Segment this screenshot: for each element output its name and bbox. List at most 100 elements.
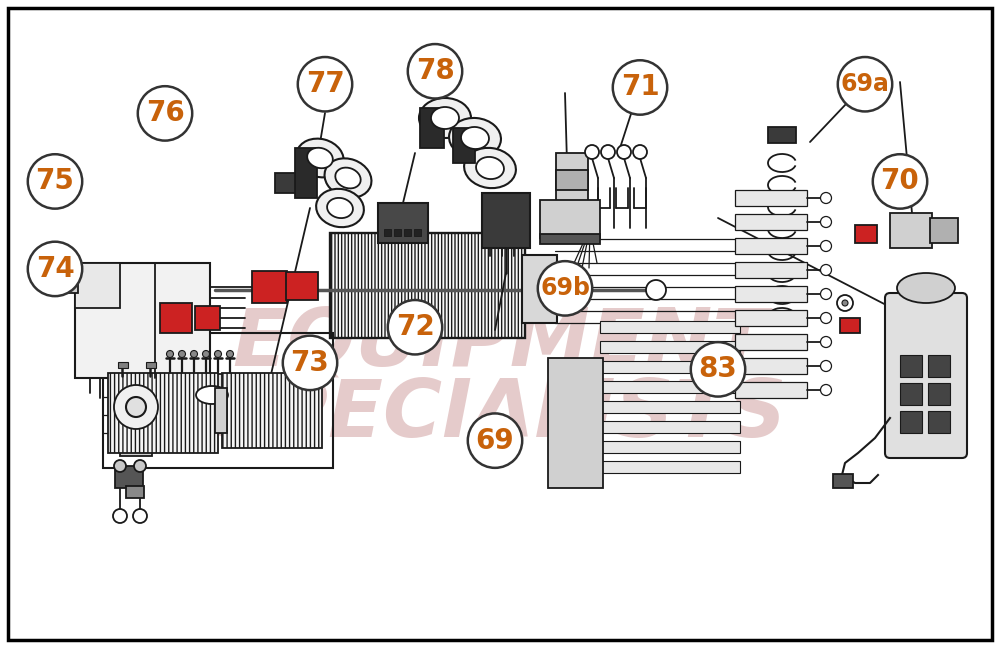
Bar xyxy=(330,233,525,338)
Bar xyxy=(118,362,128,368)
Bar xyxy=(928,383,950,405)
Text: 69b: 69b xyxy=(540,276,590,301)
Bar xyxy=(420,108,444,148)
Ellipse shape xyxy=(461,127,489,149)
Bar xyxy=(735,310,807,326)
Circle shape xyxy=(617,145,631,159)
Ellipse shape xyxy=(307,148,333,168)
Bar xyxy=(600,401,740,413)
Bar xyxy=(600,321,740,333)
Ellipse shape xyxy=(196,386,228,404)
Ellipse shape xyxy=(897,273,955,303)
Text: 75: 75 xyxy=(36,167,74,196)
Bar xyxy=(168,374,256,416)
Bar xyxy=(540,234,600,244)
Bar xyxy=(768,127,796,143)
Bar xyxy=(930,218,958,243)
Bar xyxy=(600,441,740,453)
Bar xyxy=(855,225,877,243)
Bar xyxy=(222,373,322,448)
Bar xyxy=(394,229,401,236)
Circle shape xyxy=(28,242,82,296)
Circle shape xyxy=(178,351,186,358)
Text: 77: 77 xyxy=(306,70,344,98)
Text: 73: 73 xyxy=(291,349,329,377)
Bar xyxy=(252,271,287,303)
Bar xyxy=(453,128,475,163)
Bar xyxy=(75,263,210,378)
FancyBboxPatch shape xyxy=(885,293,967,458)
Bar xyxy=(548,358,603,488)
Circle shape xyxy=(166,351,174,358)
Bar xyxy=(735,214,807,230)
Circle shape xyxy=(214,351,222,358)
Bar xyxy=(600,381,740,393)
Bar xyxy=(215,388,227,433)
Bar xyxy=(195,306,220,330)
Circle shape xyxy=(820,360,832,371)
Circle shape xyxy=(820,336,832,347)
Bar xyxy=(900,355,922,377)
Bar xyxy=(735,286,807,302)
Ellipse shape xyxy=(464,148,516,188)
Text: 71: 71 xyxy=(621,73,659,102)
Bar xyxy=(735,238,807,254)
Circle shape xyxy=(633,145,647,159)
Bar xyxy=(160,303,192,333)
Bar xyxy=(735,382,807,398)
Ellipse shape xyxy=(296,139,344,178)
Circle shape xyxy=(388,300,442,354)
Circle shape xyxy=(538,261,592,316)
Ellipse shape xyxy=(325,158,371,198)
Circle shape xyxy=(820,192,832,203)
Bar xyxy=(900,383,922,405)
Bar xyxy=(833,474,853,488)
Bar xyxy=(556,170,588,190)
Bar xyxy=(286,272,318,300)
Circle shape xyxy=(113,509,127,523)
Bar xyxy=(146,362,156,368)
Bar xyxy=(735,358,807,374)
Bar xyxy=(600,361,740,373)
Circle shape xyxy=(837,295,853,311)
Text: 69: 69 xyxy=(476,426,514,455)
Bar xyxy=(900,411,922,433)
Bar xyxy=(600,461,740,473)
Circle shape xyxy=(134,460,146,472)
Bar xyxy=(735,190,807,206)
Circle shape xyxy=(601,145,615,159)
Bar xyxy=(126,486,144,498)
Bar xyxy=(378,203,428,243)
Bar xyxy=(600,421,740,433)
Bar xyxy=(890,213,932,248)
Circle shape xyxy=(298,57,352,111)
Bar xyxy=(735,262,807,278)
Circle shape xyxy=(646,280,666,300)
Circle shape xyxy=(133,509,147,523)
Bar xyxy=(115,466,143,488)
Bar xyxy=(120,440,152,456)
Circle shape xyxy=(820,384,832,395)
Ellipse shape xyxy=(316,189,364,227)
Circle shape xyxy=(126,397,146,417)
Circle shape xyxy=(226,351,234,358)
Ellipse shape xyxy=(327,198,353,218)
Bar xyxy=(108,373,218,453)
Text: 72: 72 xyxy=(396,313,434,341)
Circle shape xyxy=(838,57,892,111)
Ellipse shape xyxy=(335,168,361,189)
Text: SPECIALISTS: SPECIALISTS xyxy=(212,376,788,454)
Bar xyxy=(75,263,120,308)
Ellipse shape xyxy=(431,107,459,129)
Bar xyxy=(522,255,557,323)
Circle shape xyxy=(691,342,745,397)
Circle shape xyxy=(585,145,599,159)
Bar xyxy=(60,273,78,293)
Circle shape xyxy=(842,300,848,306)
Bar xyxy=(540,200,600,238)
Bar xyxy=(275,173,295,193)
Bar xyxy=(482,193,530,248)
Circle shape xyxy=(190,351,198,358)
Bar xyxy=(414,229,421,236)
Bar xyxy=(384,229,391,236)
